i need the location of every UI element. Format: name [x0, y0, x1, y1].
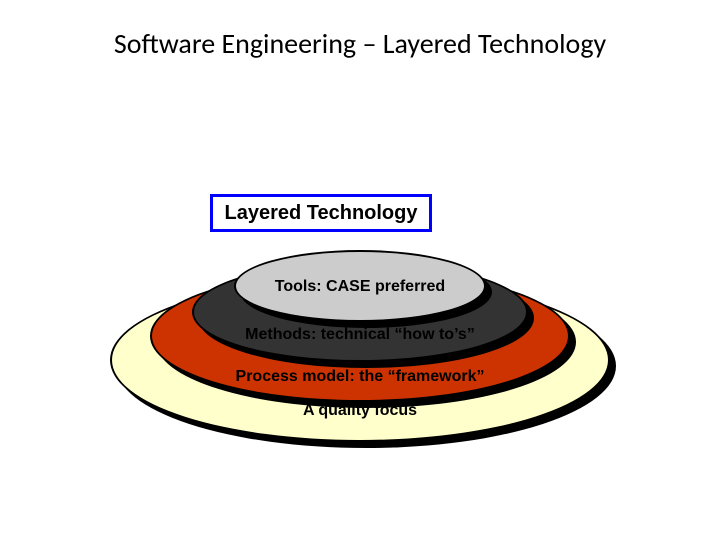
- layered-technology-box: Layered Technology: [210, 194, 432, 232]
- layer-methods-label: Methods: technical “how to’s”: [0, 326, 720, 344]
- layer-process-label: Process model: the “framework”: [0, 368, 720, 386]
- layer-quality-label: A quality focus: [0, 402, 720, 420]
- slide-title: Software Engineering – Layered Technolog…: [0, 26, 720, 61]
- layer-tools-label: Tools: CASE preferred: [0, 278, 720, 296]
- slide: Software Engineering – Layered Technolog…: [0, 0, 720, 540]
